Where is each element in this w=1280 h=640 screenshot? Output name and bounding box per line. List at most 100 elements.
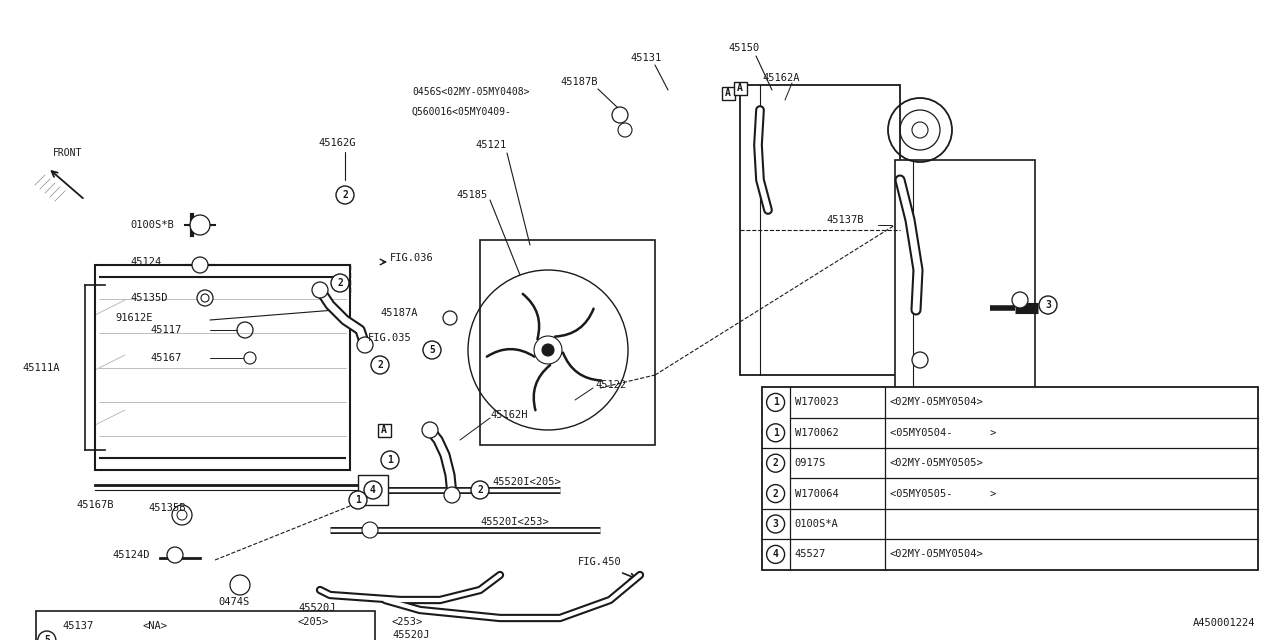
FancyArrowPatch shape [486, 349, 534, 356]
Text: 2: 2 [773, 488, 778, 499]
Text: 45187A: 45187A [380, 308, 417, 318]
Text: <05MY0504-      >: <05MY0504- > [890, 428, 996, 438]
Circle shape [767, 545, 785, 563]
Bar [740, 85, 900, 375]
Bar [895, 160, 1036, 470]
Circle shape [362, 522, 378, 538]
Text: 5: 5 [429, 345, 435, 355]
Circle shape [244, 352, 256, 364]
Text: 45520J: 45520J [392, 630, 430, 640]
Text: Q560016<05MY0409-: Q560016<05MY0409- [412, 107, 512, 117]
Circle shape [166, 547, 183, 563]
Text: FRONT: FRONT [54, 148, 83, 158]
Circle shape [349, 491, 367, 509]
Text: 4: 4 [773, 549, 778, 559]
Text: 45131: 45131 [630, 53, 662, 63]
Text: A: A [381, 425, 387, 435]
Text: FIG.036: FIG.036 [390, 253, 434, 263]
FancyArrowPatch shape [563, 353, 602, 381]
Text: W170023: W170023 [795, 397, 838, 408]
Circle shape [230, 575, 250, 595]
Text: 45162A: 45162A [762, 73, 800, 83]
Text: <02MY-05MY0504>: <02MY-05MY0504> [890, 549, 983, 559]
Circle shape [444, 487, 460, 503]
Text: 2: 2 [773, 458, 778, 468]
Text: 45135B: 45135B [148, 503, 186, 513]
Circle shape [381, 451, 399, 469]
Circle shape [767, 424, 785, 442]
Text: <NA>: <NA> [143, 621, 168, 630]
Text: 45167B: 45167B [76, 500, 114, 510]
Bar [733, 81, 746, 95]
Text: 1: 1 [773, 397, 778, 408]
Text: 0456S<02MY-05MY0408>: 0456S<02MY-05MY0408> [412, 87, 530, 97]
Circle shape [357, 337, 372, 353]
Circle shape [332, 274, 349, 292]
Text: <253>: <253> [392, 617, 424, 627]
Circle shape [1012, 292, 1028, 308]
Circle shape [192, 257, 207, 273]
Text: <02MY-05MY0505>: <02MY-05MY0505> [890, 458, 983, 468]
Text: <02MY-05MY0504>: <02MY-05MY0504> [890, 397, 983, 408]
Circle shape [38, 631, 56, 640]
Bar [358, 475, 388, 505]
Text: 45167: 45167 [150, 353, 182, 363]
Circle shape [371, 356, 389, 374]
Text: 45520J: 45520J [298, 603, 335, 613]
Text: 2: 2 [342, 190, 348, 200]
Circle shape [172, 505, 192, 525]
Text: <205>: <205> [298, 617, 329, 627]
Circle shape [612, 107, 628, 123]
Text: 45150: 45150 [728, 43, 759, 53]
Circle shape [767, 454, 785, 472]
Text: 45520I<253>: 45520I<253> [480, 517, 549, 527]
FancyArrowPatch shape [522, 294, 539, 339]
Bar [378, 424, 390, 436]
Text: A450001224: A450001224 [1193, 618, 1254, 628]
Text: 1: 1 [355, 495, 361, 505]
Circle shape [534, 336, 562, 364]
Circle shape [197, 290, 212, 306]
Text: 45162H: 45162H [490, 410, 527, 420]
Text: 3: 3 [1044, 300, 1051, 310]
FancyArrowPatch shape [556, 308, 594, 337]
Text: 45135D: 45135D [131, 293, 168, 303]
Text: 45122: 45122 [595, 380, 626, 390]
Text: W170064: W170064 [795, 488, 838, 499]
Text: A: A [724, 88, 731, 98]
Circle shape [767, 484, 785, 502]
Bar [480, 240, 655, 445]
Bar [36, 611, 375, 640]
Circle shape [422, 341, 442, 359]
Circle shape [911, 352, 928, 368]
Text: 3: 3 [773, 519, 778, 529]
Circle shape [471, 481, 489, 499]
Text: 45117: 45117 [150, 325, 182, 335]
Circle shape [767, 515, 785, 533]
Text: 1: 1 [387, 455, 393, 465]
Text: 0917S: 0917S [795, 458, 826, 468]
Text: 45187B: 45187B [561, 77, 598, 87]
Text: 45137B: 45137B [826, 215, 864, 225]
Text: 2: 2 [378, 360, 383, 370]
Text: 1: 1 [773, 428, 778, 438]
Text: 45162G: 45162G [317, 138, 356, 148]
Circle shape [618, 123, 632, 137]
Circle shape [422, 422, 438, 438]
Text: 45124: 45124 [131, 257, 161, 267]
Text: 91612E: 91612E [115, 313, 152, 323]
Circle shape [364, 481, 381, 499]
Circle shape [1039, 296, 1057, 314]
Circle shape [312, 282, 328, 298]
Circle shape [911, 122, 928, 138]
Text: 45527: 45527 [795, 549, 826, 559]
Text: 45520I<205>: 45520I<205> [492, 477, 561, 487]
Text: 45185: 45185 [456, 190, 488, 200]
Text: 45124D: 45124D [113, 550, 150, 560]
Text: 45121: 45121 [475, 140, 507, 150]
Circle shape [541, 344, 554, 356]
Text: 2: 2 [337, 278, 343, 288]
Text: 0100S*B: 0100S*B [131, 220, 174, 230]
Text: 45137: 45137 [63, 621, 95, 630]
Circle shape [767, 394, 785, 412]
